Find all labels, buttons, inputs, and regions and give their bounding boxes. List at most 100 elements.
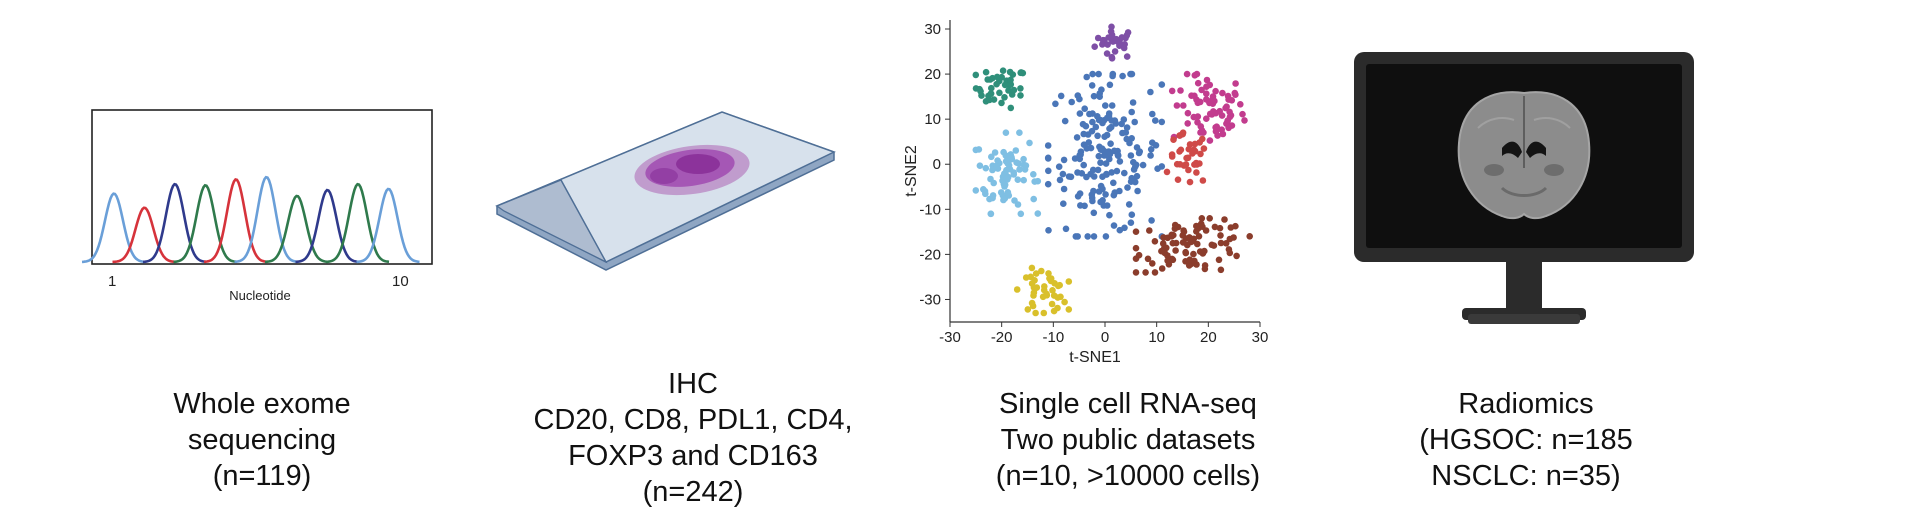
scatter-point [1105, 110, 1113, 117]
scatter-point [1241, 117, 1248, 124]
cluster-blue [1044, 70, 1166, 240]
scatter-point [1123, 53, 1131, 60]
scatter-point [1077, 202, 1084, 209]
scatter-point [1090, 173, 1098, 180]
scatter-point [1233, 252, 1240, 260]
scatter-point [1061, 298, 1068, 306]
scatter-point [1057, 92, 1065, 100]
scatter-point [1180, 102, 1187, 109]
scatter-point [1030, 289, 1038, 297]
wes-tick-start: 1 [108, 273, 116, 290]
ihc-caption: IHC CD20, CD8, PDL1, CD4, FOXP3 and CD16… [533, 366, 852, 510]
scatter-point [988, 153, 995, 161]
scatter-point [1108, 23, 1115, 31]
scatter-point [1099, 197, 1106, 204]
scatter-point [1177, 87, 1184, 94]
scatter-point [976, 162, 984, 169]
scatter-point [1168, 233, 1175, 240]
cluster-teal [972, 67, 1027, 112]
scatter-point [1186, 141, 1194, 148]
scatter-point [1101, 133, 1108, 140]
scatter-point [1014, 176, 1022, 183]
scatter-point [1004, 173, 1012, 181]
scatter-point [1022, 162, 1030, 169]
scatter-point [1060, 156, 1068, 164]
scatter-point [1217, 232, 1224, 239]
peak-5 [203, 178, 268, 264]
scrna-caption: Single cell RNA-seq Two public datasets … [996, 386, 1260, 494]
scatter-point [1017, 85, 1024, 92]
scatter-point [991, 149, 999, 156]
scatter-point [1043, 290, 1050, 298]
scatter-point [1110, 222, 1118, 229]
scatter-point [1103, 170, 1110, 178]
scatter-point [1179, 232, 1186, 239]
scatter-point [1198, 86, 1205, 94]
scatter-point [1050, 292, 1058, 299]
scatter-point [1190, 113, 1198, 121]
scatter-point [1203, 96, 1210, 103]
scatter-point [1131, 178, 1139, 186]
scatter-point [1106, 155, 1113, 163]
radiomics-caption-line-3: NSCLC: n=35) [1431, 460, 1621, 492]
scatter-point [980, 186, 987, 193]
y-tick-label: -30 [919, 291, 941, 308]
scatter-point [1076, 110, 1084, 117]
ihc-slide-illustration [495, 111, 836, 271]
x-tick-label: -20 [991, 329, 1013, 346]
wes-caption-line-1: Whole exome [173, 388, 351, 420]
scatter-point [1094, 166, 1102, 174]
scatter-point [1189, 150, 1196, 157]
scatter-point [1185, 166, 1192, 174]
scatter-point [1168, 151, 1176, 158]
scatter-point [1087, 144, 1095, 152]
scatter-point [1108, 53, 1116, 61]
scatter-point [1067, 173, 1075, 181]
scatter-point [1173, 102, 1181, 109]
scatter-point [1158, 118, 1166, 126]
wes-chromatogram: 1 10 Nucleotide [81, 109, 433, 303]
scatter-point [1130, 166, 1138, 173]
scatter-point [1184, 120, 1191, 127]
scatter-point [1062, 225, 1070, 233]
scatter-point [1045, 227, 1052, 234]
scatter-point [1095, 70, 1102, 78]
scatter-point [1024, 306, 1032, 313]
scatter-point [1081, 105, 1088, 112]
scatter-point [988, 84, 995, 92]
brain-scan [1457, 91, 1591, 220]
scatter-point [1116, 187, 1123, 195]
scatter-point [1031, 178, 1038, 185]
scatter-point [1089, 166, 1097, 174]
wes-tick-end: 10 [392, 273, 409, 290]
tsne-scatter-plot: -30 -20 -10 0 10 20 30 30 20 10 0 -10 -20 -30 t-SNE1 t-… [903, 20, 1269, 366]
ihc-caption-line-3: FOXP3 and CD163 [568, 440, 818, 472]
scatter-point [1102, 102, 1109, 109]
scatter-point [1102, 160, 1110, 167]
scatter-point [1158, 247, 1165, 255]
scatter-point [1001, 81, 1009, 89]
radiomics-caption: Radiomics (HGSOC: n=185 NSCLC: n=35) [1419, 386, 1633, 494]
scatter-point [1125, 201, 1133, 208]
scatter-point [1124, 184, 1131, 191]
scatter-point [1107, 123, 1115, 131]
scatter-point [1212, 109, 1220, 117]
scatter-point [1188, 92, 1195, 99]
peak-3 [142, 182, 207, 264]
scatter-point [1089, 110, 1096, 117]
scatter-point [1186, 178, 1194, 186]
wes-caption-line-3: (n=119) [212, 460, 312, 492]
monitor-neck [1506, 262, 1542, 312]
scatter-point [1102, 191, 1109, 198]
x-tick-label: 30 [1252, 329, 1269, 346]
scatter-point [1189, 236, 1196, 243]
scatter-point [1060, 200, 1067, 207]
scatter-point [990, 179, 997, 187]
scatter-point [1103, 202, 1111, 209]
scatter-point [1004, 189, 1012, 196]
scatter-point [1200, 145, 1208, 152]
scatter-point [1217, 239, 1225, 247]
scatter-point [1083, 73, 1090, 81]
scatter-point [1094, 132, 1101, 140]
scatter-point [1068, 98, 1075, 106]
